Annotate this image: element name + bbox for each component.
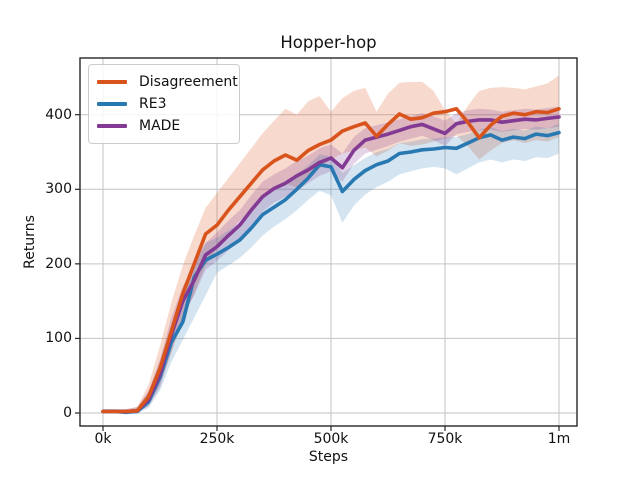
- y-tick-label-300: 300: [45, 181, 72, 197]
- legend-label-re3: RE3: [139, 96, 167, 112]
- legend-swatch-disagreement: [97, 80, 127, 84]
- y-tick-label-200: 200: [45, 256, 72, 272]
- y-tick-label-0: 0: [63, 405, 72, 421]
- legend-swatch-re3: [97, 102, 127, 106]
- legend: Disagreement RE3 MADE: [88, 64, 240, 144]
- x-axis-label: Steps: [308, 449, 349, 465]
- x-tick-label-1m: 1m: [547, 431, 571, 447]
- x-tick-label-750k: 750k: [427, 431, 463, 447]
- legend-item-disagreement: Disagreement: [97, 71, 238, 93]
- axes-frame: [79, 57, 578, 427]
- chart-title: Hopper-hop: [280, 33, 377, 52]
- series-line-disagreement: [101, 107, 561, 414]
- confidence-band-disagreement: [103, 75, 559, 413]
- legend-swatch-made: [97, 124, 127, 128]
- legend-item-made: MADE: [97, 115, 231, 137]
- x-tick-label-250k: 250k: [199, 431, 235, 447]
- legend-label-disagreement: Disagreement: [139, 74, 238, 90]
- y-axis-label: Returns: [22, 215, 38, 269]
- y-tick-label-100: 100: [45, 330, 72, 346]
- x-tick-label-0k: 0k: [94, 431, 112, 447]
- y-tick-label-400: 400: [45, 107, 72, 123]
- series-line-re3: [101, 130, 561, 415]
- series-line-made: [101, 115, 561, 414]
- legend-label-made: MADE: [139, 118, 181, 134]
- x-tick-label-500k: 500k: [313, 431, 349, 447]
- legend-item-re3: RE3: [97, 93, 231, 115]
